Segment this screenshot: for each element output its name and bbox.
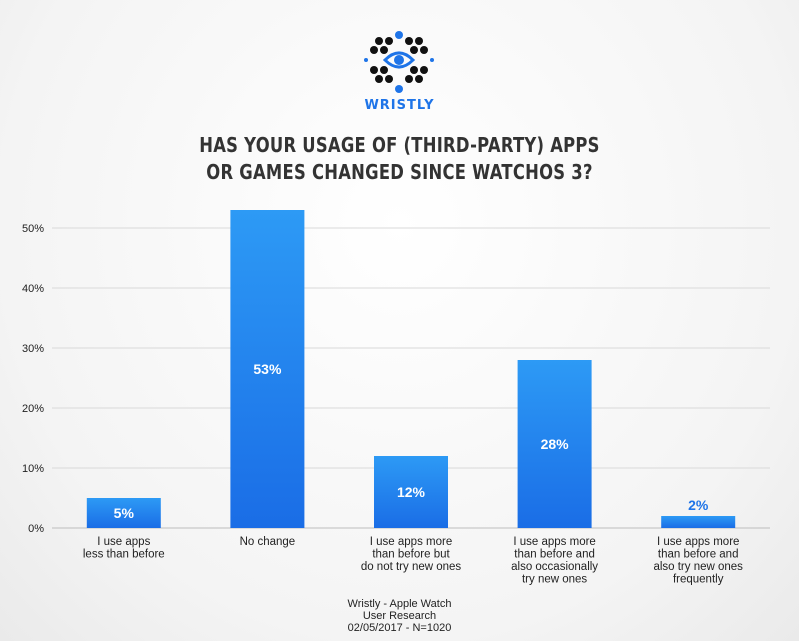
data-label: 12% <box>397 484 426 500</box>
x-tick-label: I use apps <box>97 536 150 548</box>
y-tick-label: 20% <box>22 403 44 415</box>
footer-line-2: User Research <box>362 610 437 622</box>
logo-dot <box>380 46 388 54</box>
bar <box>661 516 736 528</box>
y-tick-label: 30% <box>22 343 44 355</box>
logo-dot <box>410 46 418 54</box>
data-label: 5% <box>114 505 135 521</box>
logo-dot <box>420 66 428 74</box>
y-tick-label: 50% <box>22 223 44 235</box>
x-tick-label: I use apps more <box>513 536 595 548</box>
logo-dot <box>375 37 383 45</box>
logo-dot <box>395 31 403 39</box>
footer-line-1: Wristly - Apple Watch <box>347 598 452 610</box>
logo-dot <box>430 58 434 62</box>
x-tick-label: than before but <box>372 549 450 561</box>
logo-eye-pupil <box>394 55 404 65</box>
logo-dot <box>410 66 418 74</box>
data-label: 2% <box>688 497 709 513</box>
logo-dot <box>370 66 378 74</box>
x-tick-label: I use apps more <box>370 536 452 548</box>
logo-eye-outline <box>382 51 416 69</box>
logo-dot <box>370 46 378 54</box>
logo: WRISTLY <box>0 30 799 120</box>
data-label: 53% <box>253 361 282 377</box>
y-tick-label: 40% <box>22 283 44 295</box>
x-tick-label: than before and <box>514 549 595 561</box>
logo-dot <box>405 37 413 45</box>
chart-title-line-2: OR GAMES CHANGED SINCE WATCHOS 3? <box>206 160 593 184</box>
data-label: 28% <box>541 436 570 452</box>
x-tick-label: frequently <box>673 574 724 586</box>
wristly-logo-icon <box>364 31 434 93</box>
x-tick-label: less than before <box>83 549 165 561</box>
bar <box>230 210 305 528</box>
bar <box>374 456 448 528</box>
bar <box>517 360 592 528</box>
logo-dot <box>415 75 423 83</box>
x-tick-label: also occasionally <box>511 561 598 573</box>
x-tick-label: I use apps more <box>657 536 739 548</box>
x-tick-label: No change <box>240 536 296 548</box>
footer-line-3: 02/05/2017 - N=1020 <box>347 622 452 634</box>
logo-dot <box>380 66 388 74</box>
logo-dot <box>385 37 393 45</box>
x-tick-label: try new ones <box>522 574 587 586</box>
chart-title-line-1: HAS YOUR USAGE OF (THIRD-PARTY) APPS <box>199 133 600 157</box>
x-tick-label: than before and <box>658 549 739 561</box>
logo-dot <box>364 58 368 62</box>
logo-dot <box>415 37 423 45</box>
x-tick-label: do not try new ones <box>361 561 462 573</box>
logo-dot <box>395 85 403 93</box>
brand-name: WRISTLY <box>364 98 435 113</box>
logo-dot <box>420 46 428 54</box>
y-tick-label: 10% <box>22 463 44 475</box>
logo-dot <box>385 75 393 83</box>
logo-dot <box>375 75 383 83</box>
logo-dot <box>405 75 413 83</box>
bar <box>86 498 161 528</box>
x-tick-label: also try new ones <box>653 561 743 573</box>
y-tick-label: 0% <box>28 523 44 535</box>
